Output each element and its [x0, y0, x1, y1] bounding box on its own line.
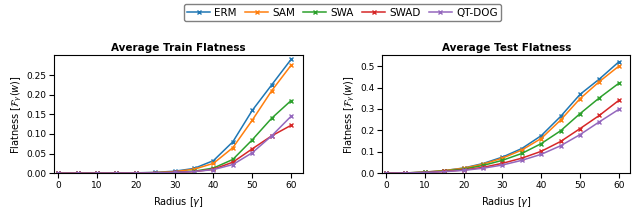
Legend: ERM, SAM, SWA, SWAD, QT-DOG: ERM, SAM, SWA, SWAD, QT-DOG — [184, 4, 501, 21]
Y-axis label: Flatness [$\mathcal{F}_{\gamma}(w)$]: Flatness [$\mathcal{F}_{\gamma}(w)$] — [343, 75, 357, 154]
X-axis label: Radius [$\gamma$]: Radius [$\gamma$] — [481, 195, 532, 209]
Title: Average Test Flatness: Average Test Flatness — [442, 43, 571, 53]
Title: Average Train Flatness: Average Train Flatness — [111, 43, 246, 53]
Y-axis label: Flatness [$\mathcal{F}_{\gamma}(w)$]: Flatness [$\mathcal{F}_{\gamma}(w)$] — [10, 75, 24, 154]
X-axis label: Radius [$\gamma$]: Radius [$\gamma$] — [153, 195, 204, 209]
